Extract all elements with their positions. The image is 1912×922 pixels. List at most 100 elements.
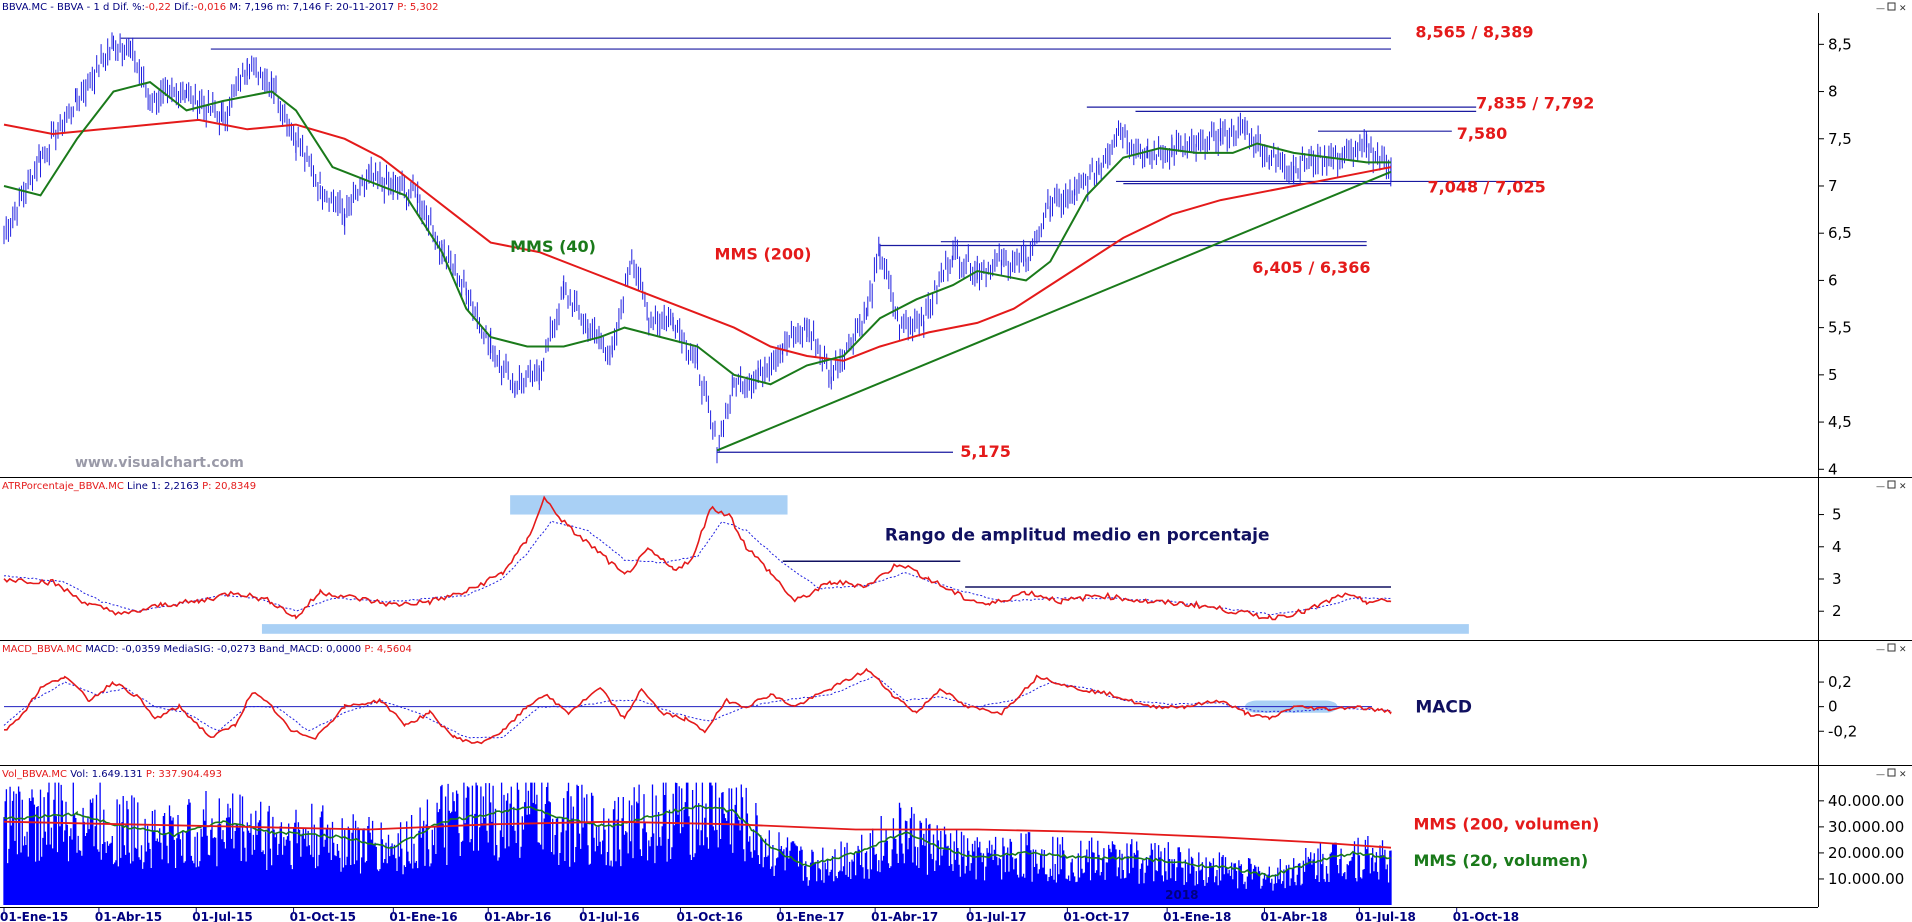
price-window-buttons[interactable]: — ✕ <box>1876 2 1907 14</box>
price-ytick-label: 6 <box>1828 271 1838 289</box>
price-ytick-label: 4,5 <box>1828 413 1852 431</box>
xtick-label: 01-Abr-15 <box>95 910 162 922</box>
macd-band-value: Band_MACD: 0,0000 <box>259 644 361 655</box>
svg-text:MACD_BBVA.MC MACD: -0,0359 Med: MACD_BBVA.MC MACD: -0,0359 MediaSIG: -0,… <box>2 644 412 655</box>
price-ytick-label: 4 <box>1828 460 1838 478</box>
xtick-label: 01-Jul-18 <box>1355 910 1415 922</box>
maximize-icon <box>1887 2 1896 11</box>
price-annotation: 7,580 <box>1457 124 1508 143</box>
vol-window-buttons[interactable]: — ✕ <box>1876 768 1907 780</box>
price-header: BBVA.MC - BBVA - 1 d Dif. %:-0,22 Dif.:-… <box>0 0 1912 13</box>
atr-line1: Line 1: 2,2163 <box>127 481 199 492</box>
atr-p: P: 20,8349 <box>202 481 256 492</box>
xtick-label: 01-Abr-16 <box>484 910 551 922</box>
macd-ytick-label: 0 <box>1828 698 1838 716</box>
volume-annotation: MMS (200, volumen) <box>1413 814 1599 833</box>
dif-pct: -0,22 <box>145 2 171 13</box>
macd-ytick-label: -0,2 <box>1828 722 1857 740</box>
close-icon: ✕ <box>1899 645 1907 655</box>
vol-ytick-label: 10.000.00 <box>1828 870 1904 888</box>
watermark: www.visualchart.com <box>75 455 244 471</box>
atr-ytick-label: 5 <box>1832 506 1842 524</box>
close-icon: ✕ <box>1899 770 1907 780</box>
atr-ytick-label: 3 <box>1832 570 1842 588</box>
price-ytick-label: 5 <box>1828 366 1838 384</box>
vol-p: P: 337.904.493 <box>146 769 222 780</box>
atr-annotation: Rango de amplitud medio en porcentaje <box>885 525 1270 545</box>
macd-ytick-label: 0,2 <box>1828 673 1852 691</box>
vol-ytick-label: 20.000.00 <box>1828 844 1904 862</box>
macd-p: P: 4,5604 <box>364 644 412 655</box>
atr-header: ATRPorcentaje_BBVA.MC Line 1: 2,2163 P: … <box>2 481 256 492</box>
vol-value: Vol: 1.649.131 <box>70 769 142 780</box>
panel-frames <box>0 13 1912 907</box>
atr-window-buttons[interactable]: — ✕ <box>1876 480 1907 492</box>
price-annotation: 7,048 / 7,025 <box>1428 178 1546 197</box>
window-buttons: — ✕ — ✕ — ✕ — ✕ <box>1876 2 1907 780</box>
macd-signal-line <box>3 675 1392 739</box>
minimize-icon: — <box>1876 645 1885 655</box>
price-panel: 8,5 8 7,5 7 6,5 6 5,5 5 4,5 4 8,565 / 8,389 7,835 /… <box>3 23 1852 478</box>
x-axis: 01-Ene-15 01-Abr-15 01-Jul-15 01-Oct-15 01-E… <box>0 907 1818 922</box>
macd-line <box>4 667 1392 745</box>
maximize-icon <box>1887 643 1896 652</box>
price-ytick-label: 8 <box>1828 83 1838 101</box>
minimize-icon: — <box>1876 482 1885 492</box>
price-annotation: 7,835 / 7,792 <box>1476 94 1594 113</box>
vol-ytick-label: 40.000.00 <box>1828 792 1904 810</box>
dif: -0,016 <box>194 2 226 13</box>
macd-annotation: MACD <box>1415 698 1472 718</box>
price-ytick-label: 7 <box>1828 177 1838 195</box>
macd-value: MACD: -0,0359 <box>85 644 160 655</box>
macd-window-buttons[interactable]: — ✕ <box>1876 643 1907 655</box>
close-icon: ✕ <box>1899 482 1907 492</box>
vol-mms200-line <box>3 820 1392 849</box>
macd-header: MACD_BBVA.MC MACD: -0,0359 MediaSIG: -0,… <box>2 644 412 655</box>
maximize-icon <box>1887 768 1896 777</box>
year-label: 2018 <box>1165 888 1198 902</box>
xtick-label: 01-Ene-17 <box>776 910 844 922</box>
xtick-label: 01-Abr-18 <box>1260 910 1327 922</box>
symbol: BBVA.MC - BBVA - 1 d <box>2 2 109 13</box>
xtick-label: 01-Ene-15 <box>0 910 68 922</box>
xtick-label: 01-Oct-17 <box>1063 910 1129 922</box>
trendline <box>716 170 1392 452</box>
date-value: F: 20-11-2017 <box>324 2 394 13</box>
dif-label: Dif.: <box>174 2 194 13</box>
svg-text:Vol_BBVA.MC Vol: 1.649.131 P:: Vol_BBVA.MC Vol: 1.649.131 P: 337.904.49… <box>2 769 222 780</box>
price-ytick-label: 7,5 <box>1828 130 1852 148</box>
p-value: P: 5,302 <box>397 2 438 13</box>
vol-mms20-line <box>3 804 1392 878</box>
price-bars <box>3 32 1392 464</box>
volume-panel: 40.000.00 30.000.00 20.000.00 10.000.00 MMS … <box>3 782 1904 905</box>
xtick-label: 01-Jul-15 <box>192 910 252 922</box>
price-annotation: 6,405 / 6,366 <box>1252 258 1370 277</box>
xtick-label: 01-Oct-15 <box>290 910 356 922</box>
volume-annotation: MMS (20, volumen) <box>1413 851 1588 870</box>
vol-header: Vol_BBVA.MC Vol: 1.649.131 P: 337.904.49… <box>2 769 222 780</box>
price-annotation: MMS (200) <box>715 245 812 264</box>
atr-ytick-label: 4 <box>1832 538 1842 556</box>
vol-name: Vol_BBVA.MC <box>2 769 67 780</box>
xtick-label: 01-Jul-16 <box>579 910 639 922</box>
price-annotation: 5,175 <box>960 442 1011 461</box>
minimize-icon: — <box>1876 4 1885 14</box>
macd-panel: 0,2 0 -0,2 <box>3 667 1857 745</box>
max-value: M: 7,196 <box>229 2 273 13</box>
xtick-label: 01-Ene-16 <box>389 910 457 922</box>
mms200-line <box>3 118 1392 362</box>
svg-text:ATRPorcentaje_BBVA.MC Line 1:: ATRPorcentaje_BBVA.MC Line 1: 2,2163 P: … <box>2 481 256 492</box>
price-annotation: MMS (40) <box>510 237 596 256</box>
atr-ytick-label: 2 <box>1832 602 1842 620</box>
close-icon: ✕ <box>1899 4 1907 14</box>
xtick-label: 01-Oct-16 <box>676 910 742 922</box>
price-ytick-label: 8,5 <box>1828 35 1852 53</box>
xtick-label: 01-Oct-18 <box>1453 910 1519 922</box>
svg-text:BBVA.MC - BBVA - 1 d Dif. %:-0: BBVA.MC - BBVA - 1 d Dif. %:-0,22 Dif.:-… <box>2 2 439 13</box>
xtick-label: 01-Jul-17 <box>966 910 1026 922</box>
dif-pct-label: Dif. %: <box>113 2 146 13</box>
xtick-label: 01-Ene-18 <box>1163 910 1231 922</box>
min-value: m: 7,146 <box>276 2 321 13</box>
atr-highlight-box <box>261 624 1469 634</box>
